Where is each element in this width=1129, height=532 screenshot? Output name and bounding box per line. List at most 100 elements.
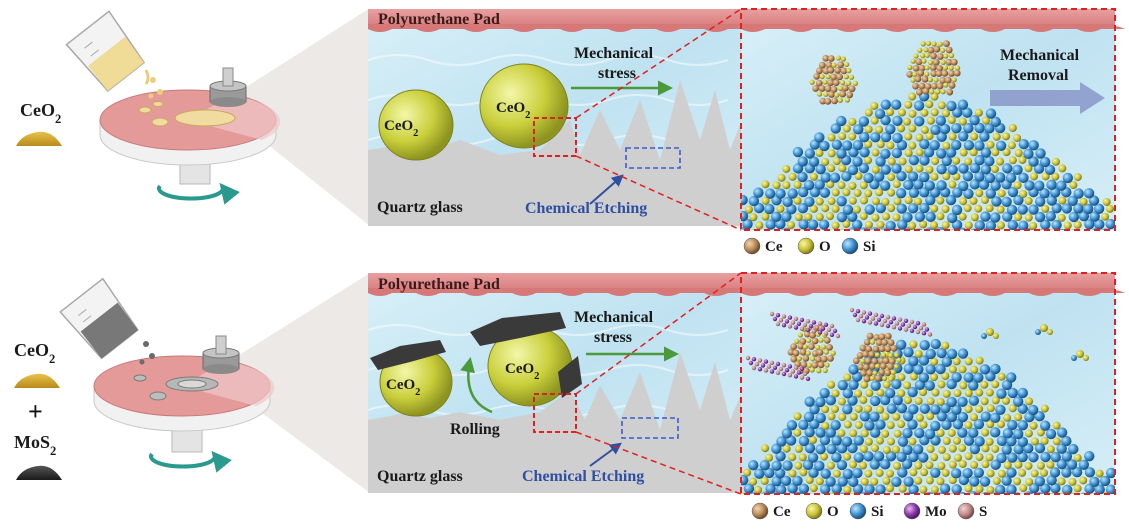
o-atom (1068, 477, 1077, 486)
o-atom (997, 469, 1006, 478)
s-atom (766, 364, 772, 369)
si-atom (1028, 156, 1039, 167)
o-atom (848, 132, 857, 141)
si-atom (776, 436, 787, 447)
si-atom (870, 227, 880, 230)
si-atom (869, 411, 880, 422)
o-atom (871, 165, 880, 174)
si-atom (892, 115, 903, 127)
si-atom (946, 348, 958, 360)
s-atom (778, 366, 784, 372)
o-atom (959, 197, 968, 206)
si-atom (897, 467, 908, 478)
s-atom (918, 326, 924, 331)
ceo2-particle-small-top (378, 89, 454, 161)
o-atom (875, 188, 884, 197)
o-atom (1073, 484, 1082, 493)
ce-atom (834, 67, 842, 74)
si-atom (930, 467, 941, 478)
o-atom (996, 205, 1005, 214)
o-atom (782, 181, 791, 190)
si-legend-icon (849, 502, 867, 520)
o-atom (1008, 404, 1017, 413)
s-atom (799, 326, 805, 331)
slurry-label-ceo2-bottom: CeO2 (14, 340, 55, 366)
o-atom (964, 157, 973, 166)
o-atom (848, 181, 857, 190)
si-atom (1051, 203, 1062, 214)
stress-label-line2: stress (598, 65, 636, 82)
ce-atom (836, 73, 844, 81)
o-atom (975, 485, 984, 494)
mo-atom (897, 326, 903, 331)
o-atom (839, 80, 846, 86)
s-atom (879, 322, 885, 327)
etch-arrow (589, 442, 622, 467)
ce-atom (944, 76, 952, 84)
o-atom (974, 108, 983, 117)
o-atom (820, 344, 827, 350)
o-atom (815, 213, 824, 222)
o-atom (948, 180, 957, 189)
si-atom (820, 468, 831, 479)
ce-atom (809, 331, 817, 339)
o-atom (964, 357, 973, 366)
si-atom (1062, 484, 1073, 494)
si-atom (919, 403, 931, 414)
s-atom (751, 365, 757, 371)
o-atom (897, 124, 906, 133)
si-atom (786, 420, 798, 431)
ce-atom (820, 355, 828, 363)
si-atom (781, 211, 792, 222)
si-atom (770, 211, 782, 222)
o-atom (880, 352, 887, 358)
s-atom (775, 370, 781, 375)
mo-atom (805, 376, 811, 381)
si-atom (741, 194, 748, 206)
s-atom (793, 365, 799, 370)
o-atom (941, 221, 950, 230)
s-atom (769, 360, 775, 365)
s-atom (799, 375, 805, 380)
o-atom (874, 352, 881, 358)
stress-label-line1: Mechanical (574, 309, 654, 326)
o-atom (824, 362, 830, 368)
o-atom (996, 157, 1005, 166)
o-atom (897, 420, 906, 429)
o-atom (914, 461, 923, 470)
o-atom (809, 79, 815, 85)
si-atom (864, 484, 875, 494)
o-atom (924, 52, 930, 58)
o-atom (975, 388, 984, 397)
o-atom (904, 165, 913, 174)
si-atom (913, 179, 924, 190)
si-atom (787, 188, 798, 199)
si-atom (979, 364, 991, 375)
si-atom (830, 419, 841, 431)
s-atom (897, 317, 903, 322)
si-atom (919, 339, 930, 351)
si-atom (914, 427, 925, 439)
o-atom (920, 41, 926, 47)
o-atom (986, 140, 995, 149)
si-atom (1033, 163, 1045, 174)
ce-atom (824, 97, 832, 105)
o-legend-icon (805, 502, 823, 520)
s-legend-icon (957, 502, 975, 520)
si-atom (897, 436, 909, 447)
ce-atom (799, 348, 807, 356)
o-atom (1102, 197, 1111, 206)
o-atom (815, 477, 824, 486)
si-atom (1006, 467, 1017, 478)
o-atom (794, 444, 803, 453)
ce-atom (865, 345, 873, 353)
s-atom (906, 323, 912, 328)
zoom-leader-top (575, 8, 742, 119)
si-atom (951, 204, 963, 216)
si-atom (870, 427, 881, 438)
ce-atom (932, 58, 940, 66)
o-atom (920, 468, 929, 477)
o-atom (837, 181, 846, 190)
o-atom (887, 157, 896, 166)
ce-atom (856, 352, 864, 359)
